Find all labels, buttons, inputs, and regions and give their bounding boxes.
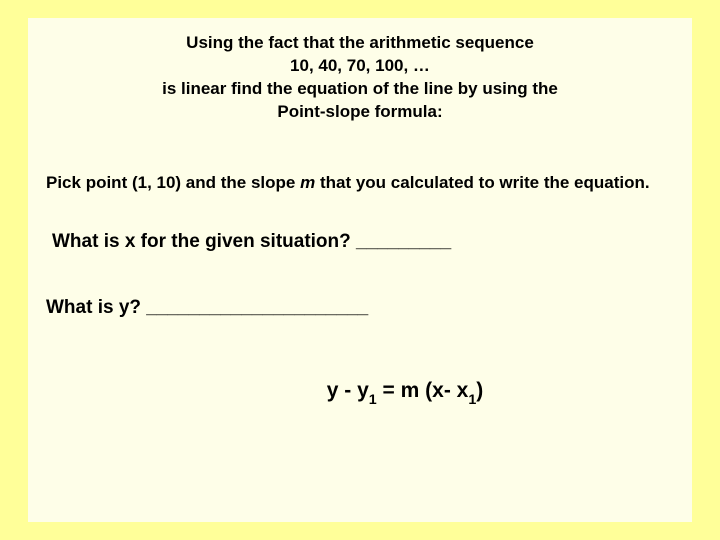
question-x-text: What is x for the given situation?	[52, 231, 356, 252]
question-y-text: What is y?	[46, 297, 146, 318]
header-line-2: 10, 40, 70, 100, …	[290, 56, 430, 75]
question-x-blank: _________	[356, 231, 451, 252]
header-line-3: is linear find the equation of the line …	[162, 79, 558, 98]
question-y-blank: _____________________	[146, 297, 368, 318]
question-x: What is x for the given situation? _____…	[52, 231, 674, 253]
question-y: What is y? _____________________	[46, 297, 674, 319]
formula-p1: y - y	[327, 379, 369, 402]
point-slope-formula: y - y1 = m (x- x1)	[136, 379, 674, 406]
formula-sub1: 1	[369, 392, 377, 408]
instruction-part2: that you calculated to write the equatio…	[315, 173, 649, 192]
slope-variable: m	[300, 173, 315, 192]
instruction-text: Pick point (1, 10) and the slope m that …	[46, 172, 674, 195]
content-box: Using the fact that the arithmetic seque…	[28, 18, 692, 522]
header-line-4: Point-slope formula:	[277, 102, 442, 121]
formula-sub2: 1	[468, 392, 476, 408]
formula-p3: )	[476, 379, 483, 402]
header-line-1: Using the fact that the arithmetic seque…	[186, 33, 534, 52]
header-block: Using the fact that the arithmetic seque…	[46, 32, 674, 124]
formula-p2: = m (x- x	[377, 379, 469, 402]
instruction-part1: Pick point (1, 10) and the slope	[46, 173, 300, 192]
